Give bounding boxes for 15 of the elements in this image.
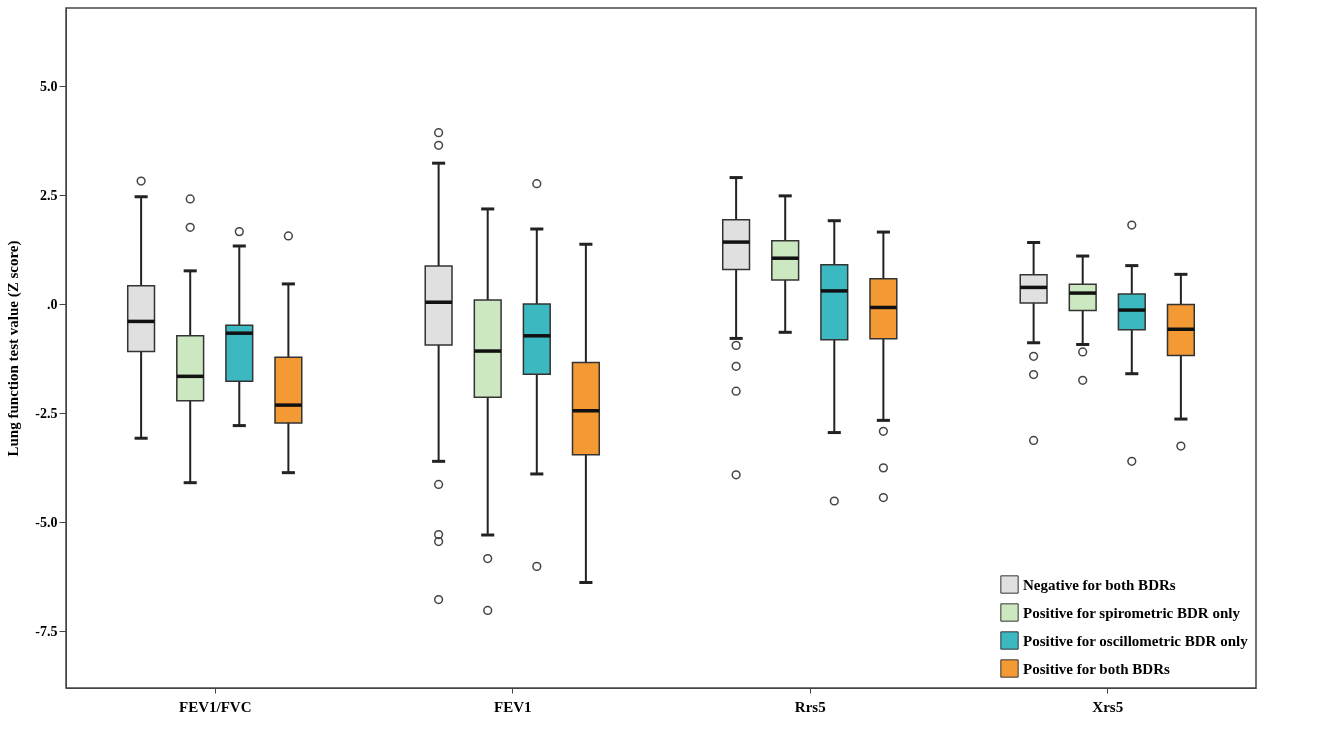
- x-tick-label: FEV1/FVC: [179, 698, 252, 715]
- legend-label: Positive for both BDRs: [1023, 660, 1170, 677]
- y-tick-label: 5.0: [40, 78, 58, 94]
- y-tick-label: -5.0: [35, 514, 58, 530]
- y-tick-label: 2.5: [40, 187, 58, 203]
- legend-label: Negative for both BDRs: [1023, 576, 1176, 593]
- legend-label: Positive for oscillometric BDR only: [1023, 632, 1249, 649]
- y-axis-title: Lung function test value (Z score): [5, 240, 23, 457]
- x-tick-label: Rrs5: [794, 698, 826, 715]
- x-tick-label: Xrs5: [1092, 698, 1124, 715]
- y-tick-label: .0: [47, 296, 58, 312]
- legend-label: Positive for spirometric BDR only: [1023, 604, 1241, 621]
- y-tick-label: -7.5: [35, 623, 58, 639]
- y-tick-label: -2.5: [35, 405, 58, 421]
- x-tick-label: FEV1: [494, 698, 532, 715]
